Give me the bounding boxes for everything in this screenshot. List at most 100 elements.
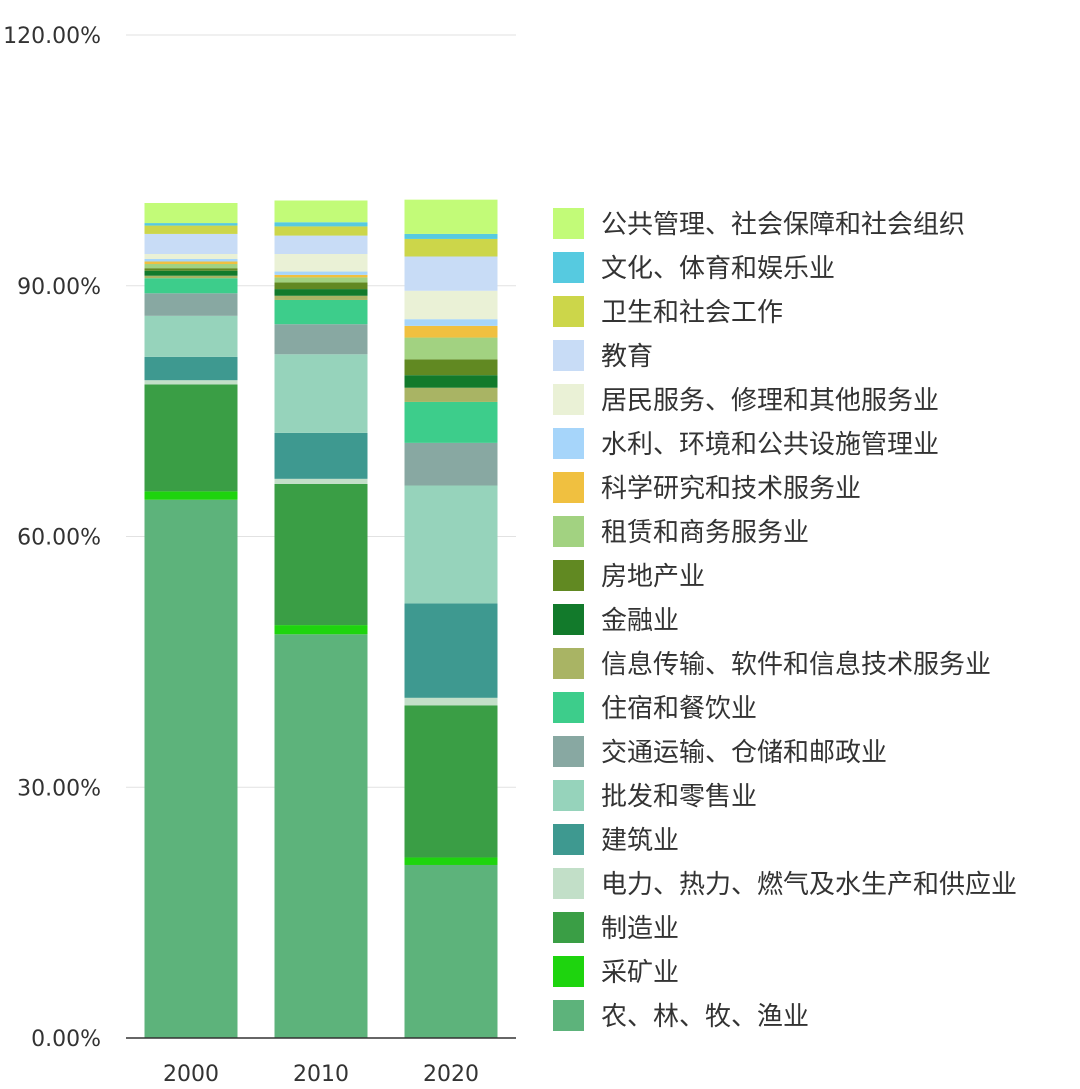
bar-segment (144, 270, 238, 276)
bar-segment (404, 375, 498, 388)
bar-segment (404, 864, 498, 1038)
legend-label: 金融业 (601, 606, 679, 636)
legend-item: 水利、环境和公共设施管理业 (553, 428, 939, 460)
bar-segment (274, 271, 368, 275)
bar-segment (274, 478, 368, 484)
bar-segment (404, 857, 498, 865)
legend-label: 文化、体育和娱乐业 (601, 254, 835, 284)
bar-segment (274, 483, 368, 626)
x-tick-label: 2010 (293, 1062, 349, 1087)
y-tick-label: 60.00% (17, 526, 101, 551)
legend-label: 科学研究和技术服务业 (601, 474, 861, 504)
legend-swatch (553, 1000, 584, 1031)
legend-swatch (553, 868, 584, 899)
legend-swatch (553, 692, 584, 723)
bar-segment (274, 222, 368, 227)
x-tick-label: 2020 (423, 1062, 479, 1087)
legend-label: 房地产业 (601, 562, 705, 592)
bar-segment (404, 401, 498, 443)
legend-swatch (553, 208, 584, 239)
legend-item: 公共管理、社会保障和社会组织 (553, 208, 965, 240)
bar-segment (144, 275, 238, 279)
bar-segment (404, 485, 498, 604)
bar-segment (144, 225, 238, 234)
legend-label: 批发和零售业 (601, 782, 757, 812)
bar-segment (404, 290, 498, 320)
legend-item: 批发和零售业 (553, 780, 757, 812)
bar-segment (274, 432, 368, 479)
bar-segment (404, 705, 498, 858)
bar-segment (144, 384, 238, 492)
bar-segment (404, 387, 498, 402)
legend-item: 住宿和餐饮业 (553, 692, 757, 724)
bar-segment (144, 293, 238, 316)
legend-item: 金融业 (553, 604, 679, 636)
bar-segment (144, 356, 238, 381)
bar-segment (274, 200, 368, 223)
bar-segment (274, 253, 368, 272)
bar-segment (274, 634, 368, 1038)
bar-segment (144, 315, 238, 357)
legend-label: 水利、环境和公共设施管理业 (601, 430, 939, 460)
legend: 公共管理、社会保障和社会组织文化、体育和娱乐业卫生和社会工作教育居民服务、修理和… (553, 208, 1017, 1032)
bar-segment (144, 223, 238, 226)
bar-segment (274, 354, 368, 433)
bar-segment (404, 442, 498, 486)
legend-item: 建筑业 (553, 824, 679, 856)
bar-segment (274, 226, 368, 236)
legend-item: 卫生和社会工作 (553, 296, 783, 328)
legend-item: 农、林、牧、渔业 (553, 1000, 809, 1032)
legend-item: 科学研究和技术服务业 (553, 472, 861, 504)
bar-segment (144, 261, 238, 265)
legend-swatch (553, 824, 584, 855)
bar-segment (274, 289, 368, 296)
bar-segment (274, 235, 368, 254)
bar-stack-2000 (144, 203, 238, 1038)
bar-segment (404, 359, 498, 376)
y-tick-label: 120.00% (3, 24, 101, 49)
legend-swatch (553, 384, 584, 415)
legend-item: 电力、热力、燃气及水生产和供应业 (553, 868, 1017, 900)
legend-swatch (553, 296, 584, 327)
bar-segment (404, 199, 498, 234)
bar-segment (144, 233, 238, 254)
y-tick-label: 0.00% (31, 1027, 101, 1052)
bars (144, 199, 498, 1038)
bar-segment (144, 491, 238, 500)
legend-label: 电力、热力、燃气及水生产和供应业 (601, 870, 1017, 900)
legend-item: 租赁和商务服务业 (553, 516, 809, 548)
legend-label: 住宿和餐饮业 (601, 694, 757, 724)
bar-segment (144, 203, 238, 224)
legend-label: 农、林、牧、渔业 (601, 1002, 809, 1032)
legend-label: 制造业 (601, 914, 679, 944)
bar-segment (274, 299, 368, 325)
bar-segment (274, 277, 368, 283)
legend-swatch (553, 648, 584, 679)
legend-label: 信息传输、软件和信息技术服务业 (601, 650, 991, 680)
bar-segment (144, 259, 238, 262)
bar-segment (144, 499, 238, 1038)
bar-segment (144, 268, 238, 271)
legend-swatch (553, 560, 584, 591)
legend-item: 居民服务、修理和其他服务业 (553, 384, 939, 416)
bar-segment (274, 274, 368, 278)
bar-segment (404, 325, 498, 338)
bar-segment (274, 324, 368, 355)
bar-segment (144, 253, 238, 260)
legend-swatch (553, 780, 584, 811)
bar-segment (274, 625, 368, 635)
bar-segment (144, 264, 238, 269)
legend-label: 采矿业 (601, 958, 679, 988)
bar-segment (404, 233, 498, 239)
y-axis-tick-labels: 0.00% 30.00% 60.00% 90.00% 120.00% (3, 24, 101, 1052)
legend-item: 教育 (553, 340, 653, 372)
legend-swatch (553, 472, 584, 503)
legend-swatch (553, 340, 584, 371)
bar-segment (404, 337, 498, 360)
legend-item: 文化、体育和娱乐业 (553, 252, 835, 284)
legend-swatch (553, 736, 584, 767)
bar-segment (144, 380, 238, 385)
bar-segment (404, 319, 498, 326)
legend-item: 制造业 (553, 912, 679, 944)
